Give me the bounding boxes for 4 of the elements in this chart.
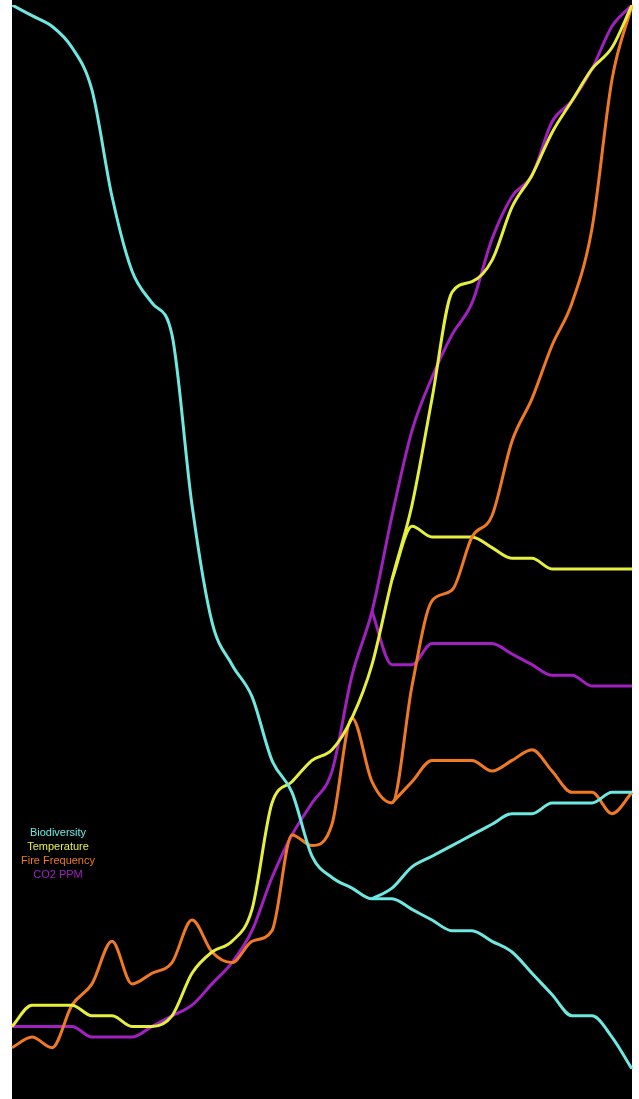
text: Fire Frequency xyxy=(21,854,96,867)
text: CO2 PPM xyxy=(33,868,83,881)
text: Biodiversity xyxy=(29,826,87,839)
text: Temperature xyxy=(27,840,89,853)
